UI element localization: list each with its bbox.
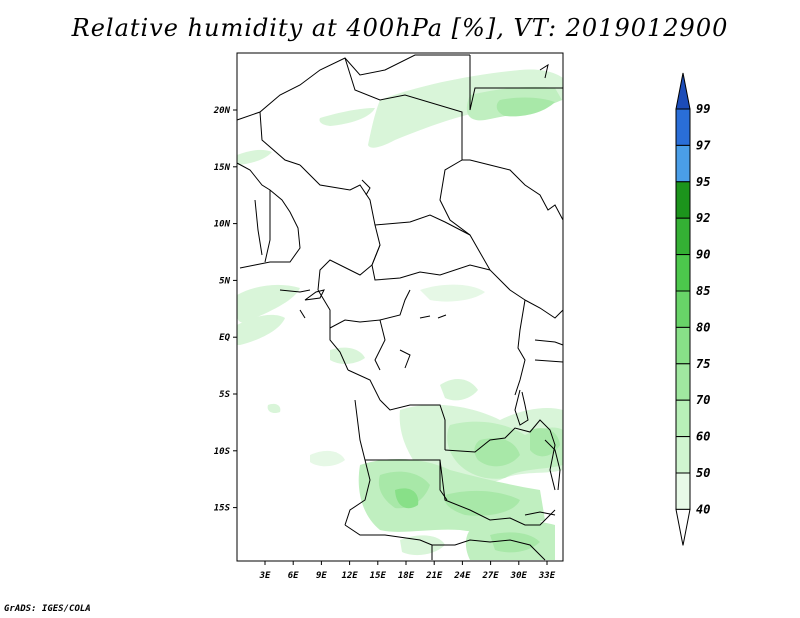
lon-tick-label: 24E bbox=[453, 571, 471, 581]
colorbar-segment bbox=[675, 144, 691, 183]
colorbar-label: 80 bbox=[696, 320, 710, 334]
colorbar-label: 95 bbox=[696, 175, 710, 189]
colorbar-label: 50 bbox=[696, 466, 710, 480]
colorbar-top-arrow bbox=[675, 72, 691, 110]
country-borders bbox=[236, 54, 564, 561]
humidity-shading bbox=[237, 69, 563, 560]
colorbar-segment bbox=[675, 181, 691, 219]
colorbar-segment bbox=[675, 436, 691, 474]
colorbar-segment bbox=[675, 108, 691, 146]
colorbar-label: 70 bbox=[696, 393, 710, 407]
latitude-axis: 20N 15N 10N 5N EQ 5S 10S 15S bbox=[213, 106, 237, 514]
lat-tick-label: EQ bbox=[219, 333, 230, 343]
colorbar-label: 75 bbox=[696, 357, 710, 371]
lat-tick-label: 5N bbox=[219, 276, 230, 286]
lon-tick-label: 18E bbox=[398, 571, 415, 581]
lat-tick-label: 15N bbox=[214, 163, 231, 173]
lon-tick-label: 9E bbox=[316, 571, 327, 581]
colorbar-segment bbox=[675, 217, 691, 256]
colorbar-label: 97 bbox=[696, 138, 711, 152]
lon-tick-label: 30E bbox=[510, 571, 528, 581]
colorbar-segment bbox=[675, 472, 691, 510]
lon-tick-label: 6E bbox=[288, 571, 299, 581]
lat-tick-label: 10S bbox=[214, 447, 231, 457]
lat-tick-label: 5S bbox=[219, 390, 230, 400]
lon-tick-label: 33E bbox=[538, 571, 556, 581]
longitude-axis: 3E 6E 9E 12E 15E 18E 21E 24E 27E 30E 33E bbox=[259, 561, 556, 581]
colorbar-label: 85 bbox=[696, 284, 710, 298]
lat-tick-label: 15S bbox=[214, 504, 231, 514]
lat-tick-label: 10N bbox=[214, 220, 231, 230]
lon-tick-label: 21E bbox=[425, 571, 443, 581]
colorbar-label: 92 bbox=[696, 211, 710, 225]
colorbar-label: 40 bbox=[696, 502, 710, 516]
colorbar-label: 99 bbox=[696, 102, 710, 116]
map-frame bbox=[236, 52, 564, 562]
lon-tick-label: 3E bbox=[259, 571, 271, 581]
lat-tick-label: 20N bbox=[213, 106, 231, 116]
colorbar: 99 97 95 92 90 85 80 75 70 60 50 40 bbox=[675, 72, 711, 546]
colorbar-segment bbox=[675, 290, 691, 328]
colorbar-segment bbox=[675, 399, 691, 438]
lon-tick-label: 15E bbox=[370, 571, 387, 581]
colorbar-label: 90 bbox=[696, 248, 710, 262]
colorbar-segment bbox=[675, 326, 691, 365]
lon-tick-label: 27E bbox=[481, 571, 499, 581]
lon-tick-label: 12E bbox=[341, 571, 358, 581]
colorbar-segment bbox=[675, 363, 691, 401]
colorbar-segment bbox=[675, 254, 691, 292]
colorbar-bottom-arrow bbox=[675, 508, 691, 546]
grads-credit: GrADS: IGES/COLA bbox=[4, 604, 91, 614]
map-title: Relative humidity at 400hPa [%], VT: 201… bbox=[71, 14, 729, 42]
colorbar-label: 60 bbox=[696, 430, 710, 444]
